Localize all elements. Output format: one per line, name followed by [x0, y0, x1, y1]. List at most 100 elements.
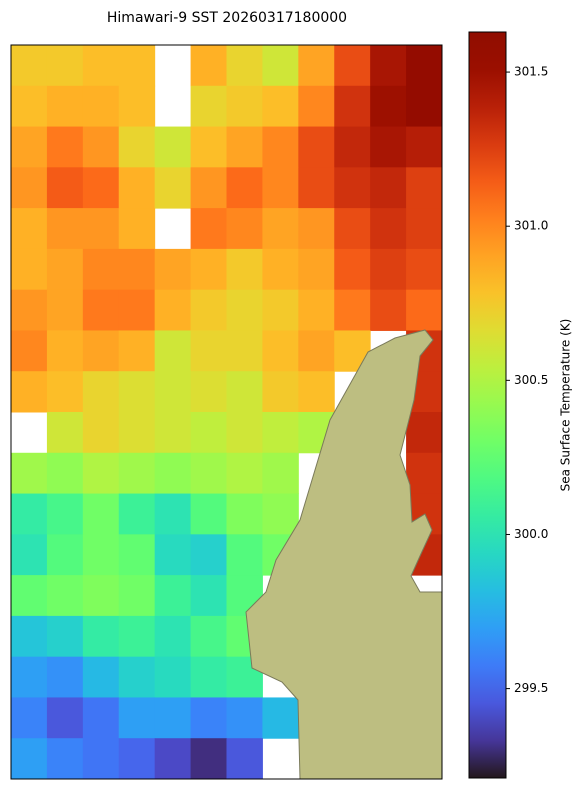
heatmap-cell: [82, 208, 120, 250]
heatmap-cell: [11, 248, 48, 291]
heatmap-cell: [226, 126, 263, 168]
heatmap-cell: [226, 697, 263, 739]
heatmap-cell: [370, 208, 407, 250]
heatmap-cell: [154, 126, 192, 168]
heatmap-cell: [46, 738, 84, 780]
heatmap-cell: [118, 85, 156, 128]
heatmap-cell: [190, 248, 227, 291]
heatmap-cell: [118, 330, 156, 372]
heatmap-cell: [118, 534, 156, 576]
heatmap-cell: [262, 208, 299, 250]
heatmap-cell: [370, 289, 407, 331]
heatmap-cell: [46, 452, 84, 495]
heatmap-cell: [262, 85, 299, 128]
heatmap-cell: [370, 126, 407, 168]
heatmap-cell: [154, 371, 192, 413]
heatmap-cell: [82, 493, 120, 535]
heatmap-cell: [118, 493, 156, 535]
heatmap-cell: [334, 45, 371, 87]
heatmap-cell: [46, 289, 84, 331]
heatmap-cell: [11, 330, 48, 372]
heatmap-cell: [406, 452, 443, 495]
heatmap-cell: [190, 126, 227, 168]
heatmap-cell: [226, 45, 263, 87]
heatmap-cell: [82, 534, 120, 576]
heatmap-cell: [11, 615, 48, 658]
heatmap-cell: [262, 412, 299, 454]
heatmap-cell: [298, 126, 335, 168]
heatmap-cell: [46, 575, 84, 617]
heatmap-cell: [298, 248, 335, 291]
heatmap-cell: [118, 167, 156, 209]
heatmap-cell: [154, 697, 192, 739]
heatmap-cell: [82, 452, 120, 495]
heatmap-cell: [154, 248, 192, 291]
heatmap-cell: [11, 126, 48, 168]
heatmap-cell: [154, 493, 192, 535]
heatmap-cell: [82, 738, 120, 780]
heatmap-cell: [11, 738, 48, 780]
colorbar-label: Sea Surface Temperature (K): [559, 319, 573, 492]
heatmap-cell: [226, 493, 263, 535]
heatmap-cell: [226, 167, 263, 209]
heatmap-cell: [406, 412, 443, 454]
heatmap-cell: [154, 738, 192, 780]
heatmap-cell: [82, 575, 120, 617]
heatmap-cell: [46, 697, 84, 739]
heatmap-cell: [11, 85, 48, 128]
heatmap-cell: [82, 167, 120, 209]
heatmap-cell: [82, 126, 120, 168]
heatmap-cell: [118, 697, 156, 739]
heatmap-cell: [226, 208, 263, 250]
heatmap-cell: [11, 452, 48, 495]
heatmap-cell: [154, 289, 192, 331]
heatmap-cell: [406, 85, 443, 128]
heatmap-cell: [190, 412, 227, 454]
heatmap-cell: [118, 208, 156, 250]
heatmap-cell: [190, 45, 227, 87]
heatmap-cell: [190, 452, 227, 495]
heatmap-cell: [262, 289, 299, 331]
heatmap-cell: [190, 615, 227, 658]
heatmap-cell: [154, 575, 192, 617]
heatmap-cell: [190, 208, 227, 250]
heatmap-cell: [298, 208, 335, 250]
heatmap-cell: [11, 575, 48, 617]
heatmap-cell: [190, 697, 227, 739]
heatmap-cell: [46, 167, 84, 209]
heatmap-cell: [370, 167, 407, 209]
heatmap-cell: [262, 330, 299, 372]
heatmap-cell: [334, 248, 371, 291]
colorbar-tick-label: 301.5: [514, 65, 548, 79]
heatmap-cell: [118, 126, 156, 168]
heatmap-cell: [154, 167, 192, 209]
heatmap-cell: [11, 656, 48, 698]
heatmap-cell: [82, 45, 120, 87]
heatmap-cell: [262, 45, 299, 87]
heatmap-cell: [46, 208, 84, 250]
heatmap-cell: [298, 371, 335, 413]
heatmap-cell: [118, 412, 156, 454]
heatmap-cell: [334, 126, 371, 168]
heatmap-cell: [46, 656, 84, 698]
heatmap-cell: [46, 534, 84, 576]
heatmap-cell: [82, 371, 120, 413]
heatmap-cell: [190, 330, 227, 372]
heatmap-cell: [11, 45, 48, 87]
map-frame: [10, 44, 443, 780]
heatmap-cell: [190, 289, 227, 331]
heatmap-cell: [118, 371, 156, 413]
heatmap-cell: [226, 738, 263, 780]
heatmap-cell: [190, 738, 227, 780]
heatmap-cell: [118, 575, 156, 617]
chart-title: Himawari-9 SST 20260317180000: [107, 10, 347, 26]
heatmap-cell: [226, 534, 263, 576]
heatmap-cell: [262, 452, 299, 495]
heatmap-cell: [118, 452, 156, 495]
heatmap-cell: [262, 697, 299, 739]
heatmap-cell: [226, 330, 263, 372]
heatmap-cell: [370, 45, 407, 87]
heatmap-cell: [82, 248, 120, 291]
heatmap-cell: [190, 656, 227, 698]
